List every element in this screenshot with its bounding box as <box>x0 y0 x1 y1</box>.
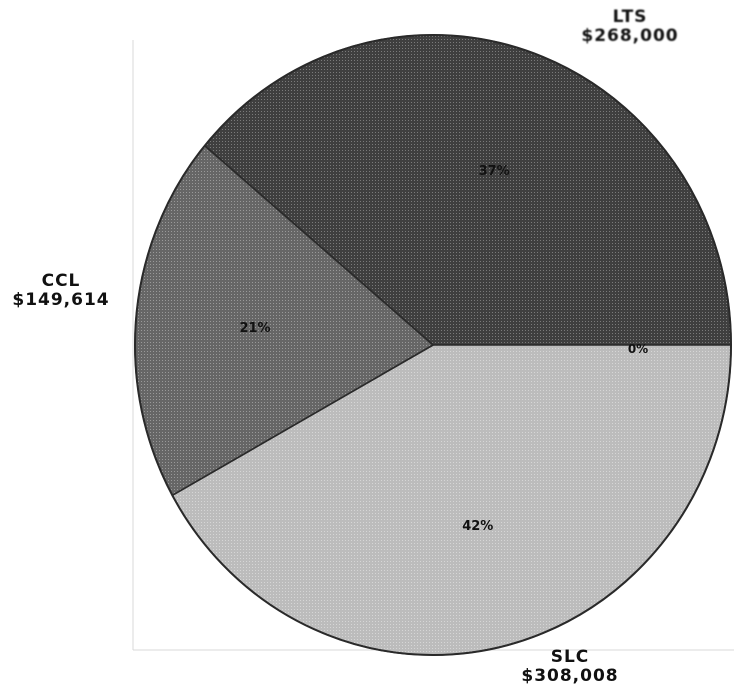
pie-slices <box>134 34 732 656</box>
slice-amount-lts: $268,000 <box>581 26 679 46</box>
percent-label-ccl: 21% <box>239 321 270 336</box>
slice-name-slc: SLC <box>550 647 590 667</box>
percent-labels: 37% 42% 21% 0% <box>239 164 648 534</box>
slice-amount-slc: $308,008 <box>521 666 619 686</box>
slice-name-ccl: CCL <box>41 271 81 291</box>
slice-amount-ccl: $149,614 <box>12 290 110 310</box>
percent-label-lts: 37% <box>479 164 510 179</box>
slice-name-lts: LTS <box>612 7 648 27</box>
percent-label-slc: 42% <box>462 519 493 534</box>
percent-label-small-slice: 0% <box>628 342 648 356</box>
slice-label-lts: LTS $268,000 <box>560 8 700 46</box>
slice-label-slc: SLC $308,008 <box>490 648 650 686</box>
slice-label-ccl: CCL $149,614 <box>0 272 122 310</box>
pie-outline <box>134 34 732 656</box>
